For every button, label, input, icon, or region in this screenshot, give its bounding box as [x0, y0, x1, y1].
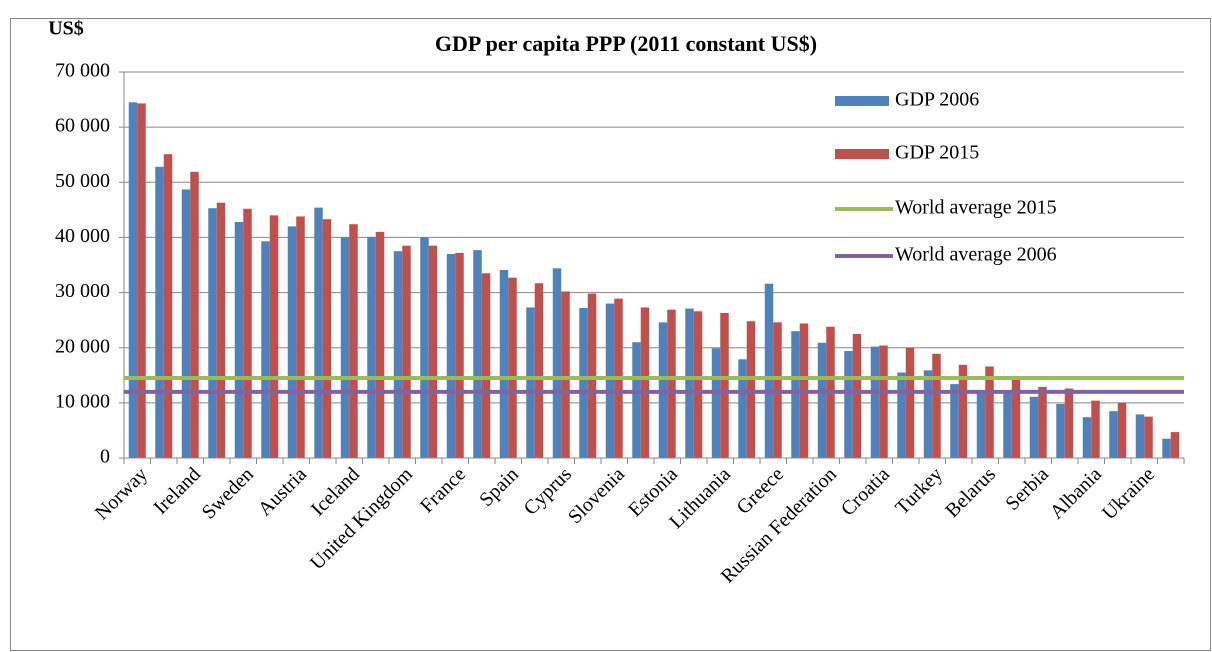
bar	[640, 307, 650, 458]
bar	[844, 351, 853, 458]
y-tick-label: 10 000	[55, 390, 110, 412]
bar	[552, 268, 562, 458]
legend-label: GDP 2006	[895, 89, 979, 111]
bar	[1144, 416, 1153, 458]
bar	[1135, 414, 1145, 458]
y-tick-label: 50 000	[55, 170, 110, 192]
bar	[667, 309, 676, 458]
bar	[958, 364, 968, 458]
bar	[428, 245, 438, 458]
y-tick-label: 60 000	[55, 115, 110, 137]
bar	[526, 307, 535, 458]
y-axis-label: US$	[48, 18, 84, 40]
bar	[375, 231, 385, 458]
bar	[534, 283, 544, 458]
chart-title: GDP per capita PPP (2011 constant US$)	[435, 31, 817, 56]
bar	[720, 312, 729, 458]
legend-label: GDP 2015	[895, 142, 979, 164]
bar	[216, 202, 226, 458]
bar	[1003, 390, 1012, 458]
bar	[870, 346, 880, 458]
bar	[1109, 411, 1118, 458]
bar	[685, 308, 694, 458]
bar	[561, 291, 570, 458]
legend-label: World average 2015	[895, 197, 1057, 219]
bar	[817, 342, 827, 458]
bar	[976, 390, 986, 458]
y-tick-label: 70 000	[55, 60, 110, 82]
bar	[950, 384, 959, 458]
bar	[349, 224, 358, 458]
bar	[1162, 438, 1171, 458]
bar	[1082, 417, 1092, 458]
bar	[1038, 386, 1047, 458]
bar	[1064, 388, 1074, 458]
bar	[190, 171, 199, 458]
legend-swatch	[835, 96, 889, 106]
bar	[181, 189, 191, 458]
bar	[587, 293, 597, 458]
bar	[711, 348, 721, 458]
bar	[1170, 432, 1180, 458]
bar	[579, 308, 588, 458]
bar	[269, 215, 279, 458]
bar	[314, 207, 323, 458]
bar	[243, 208, 252, 458]
bar	[923, 370, 933, 458]
bar	[287, 226, 297, 458]
bar	[1029, 396, 1039, 458]
bar	[1091, 400, 1100, 458]
bar	[322, 219, 332, 458]
bar	[446, 253, 456, 458]
legend-swatch	[835, 149, 889, 159]
bar	[137, 103, 146, 458]
bar	[455, 252, 464, 458]
bar	[261, 241, 270, 458]
bar	[932, 353, 941, 458]
bar	[508, 277, 517, 458]
bar	[879, 345, 888, 458]
bar	[791, 331, 800, 458]
bar	[499, 269, 509, 458]
bar	[764, 283, 774, 458]
bar	[985, 366, 994, 458]
bar	[905, 347, 915, 458]
bar	[693, 311, 703, 458]
bar	[1117, 402, 1127, 458]
bar	[746, 321, 756, 458]
y-tick-label: 30 000	[55, 280, 110, 302]
bar	[852, 333, 862, 458]
y-tick-label: 40 000	[55, 225, 110, 247]
bar	[897, 372, 906, 458]
bar	[208, 208, 217, 458]
bar	[420, 237, 429, 458]
bar	[605, 303, 615, 458]
bar	[738, 359, 747, 458]
bar	[367, 236, 376, 458]
y-tick-label: 0	[100, 446, 110, 468]
bar	[402, 245, 411, 458]
bar	[481, 273, 491, 458]
legend-label: World average 2006	[895, 244, 1057, 266]
bar	[340, 237, 350, 458]
y-tick-label: 20 000	[55, 335, 110, 357]
bar	[632, 342, 641, 458]
bar	[163, 154, 173, 459]
bar	[234, 221, 244, 458]
bar	[393, 251, 403, 458]
bar	[128, 102, 138, 458]
bar	[296, 216, 305, 458]
bar	[1011, 376, 1021, 458]
bar	[473, 250, 482, 458]
bar	[155, 166, 164, 459]
bar	[1056, 403, 1065, 458]
